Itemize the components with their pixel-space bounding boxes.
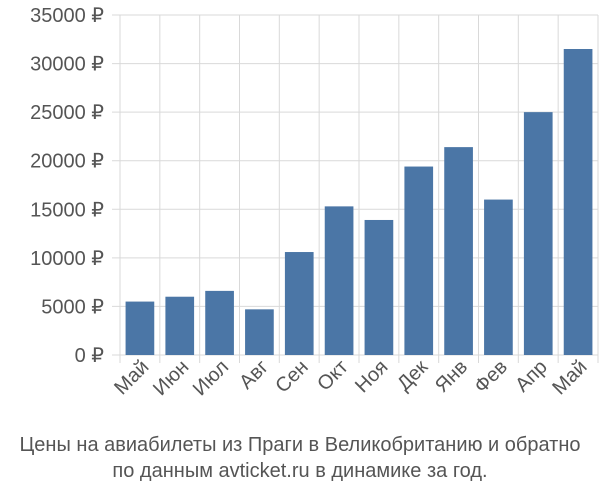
y-tick-label: 15000 ₽ xyxy=(30,199,104,221)
bar xyxy=(125,301,155,355)
price-chart: 0 ₽ 5000 ₽ 10000 ₽ 15000 ₽ 20000 ₽ 25000 ₽ 300… xyxy=(30,5,599,400)
bar xyxy=(523,112,553,356)
y-tick-label: 5000 ₽ xyxy=(41,296,104,318)
x-tick-label: Июл xyxy=(189,356,233,400)
x-tick-label: Фев xyxy=(470,356,512,398)
y-tick-label: 25000 ₽ xyxy=(30,102,104,124)
bar xyxy=(444,147,473,355)
chart-caption: Цены на авиабилеты из Праги в Великобрит… xyxy=(0,432,600,484)
y-tick-label: 20000 ₽ xyxy=(30,151,104,173)
y-axis-ticks: 0 ₽ 5000 ₽ 10000 ₽ 15000 ₽ 20000 ₽ 25000 ₽ 300… xyxy=(30,5,104,367)
x-tick-label: Май xyxy=(548,356,591,399)
y-tick-label: 35000 ₽ xyxy=(30,5,104,27)
caption-line-1: Цены на авиабилеты из Праги в Великобрит… xyxy=(19,434,581,456)
y-tick-label: 30000 ₽ xyxy=(30,54,104,76)
gridlines xyxy=(112,14,599,363)
x-tick-label: Июн xyxy=(149,356,193,400)
bar xyxy=(205,290,234,355)
bars xyxy=(125,49,593,356)
x-tick-label: Авг xyxy=(235,356,273,394)
x-tick-label: Сен xyxy=(271,356,312,397)
bar xyxy=(245,309,274,355)
x-tick-label: Май xyxy=(110,356,153,399)
bar xyxy=(484,199,513,355)
y-tick-label: 10000 ₽ xyxy=(30,248,104,270)
bar xyxy=(284,252,314,355)
bar xyxy=(364,219,394,355)
bar xyxy=(165,296,195,355)
x-tick-label: Апр xyxy=(511,356,552,397)
caption-line-2: по данным avticket.ru в динамике за год. xyxy=(112,460,488,482)
bar xyxy=(563,49,593,355)
x-tick-label: Ноя xyxy=(351,356,392,397)
bar xyxy=(404,166,434,355)
y-tick-label: 0 ₽ xyxy=(75,345,105,367)
bar xyxy=(324,206,354,355)
x-tick-label: Янв xyxy=(431,356,472,397)
